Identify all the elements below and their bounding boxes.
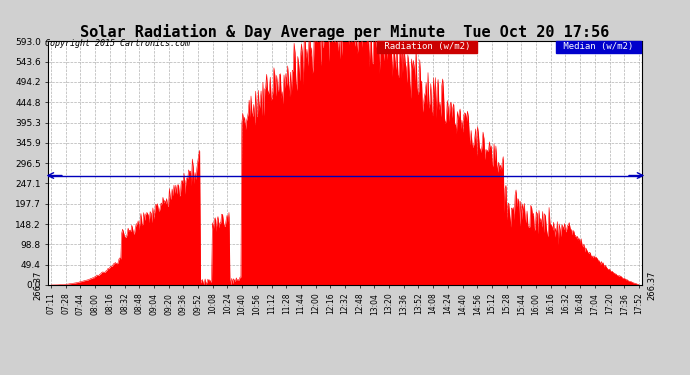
Title: Solar Radiation & Day Average per Minute  Tue Oct 20 17:56: Solar Radiation & Day Average per Minute… [80, 24, 610, 40]
Text: Copyright 2015 Cartronics.com: Copyright 2015 Cartronics.com [45, 39, 190, 48]
Text: Radiation (w/m2): Radiation (w/m2) [379, 42, 475, 51]
Text: 266.37: 266.37 [33, 270, 42, 300]
Text: Median (w/m2): Median (w/m2) [558, 42, 639, 51]
Text: 266.37: 266.37 [648, 270, 657, 300]
